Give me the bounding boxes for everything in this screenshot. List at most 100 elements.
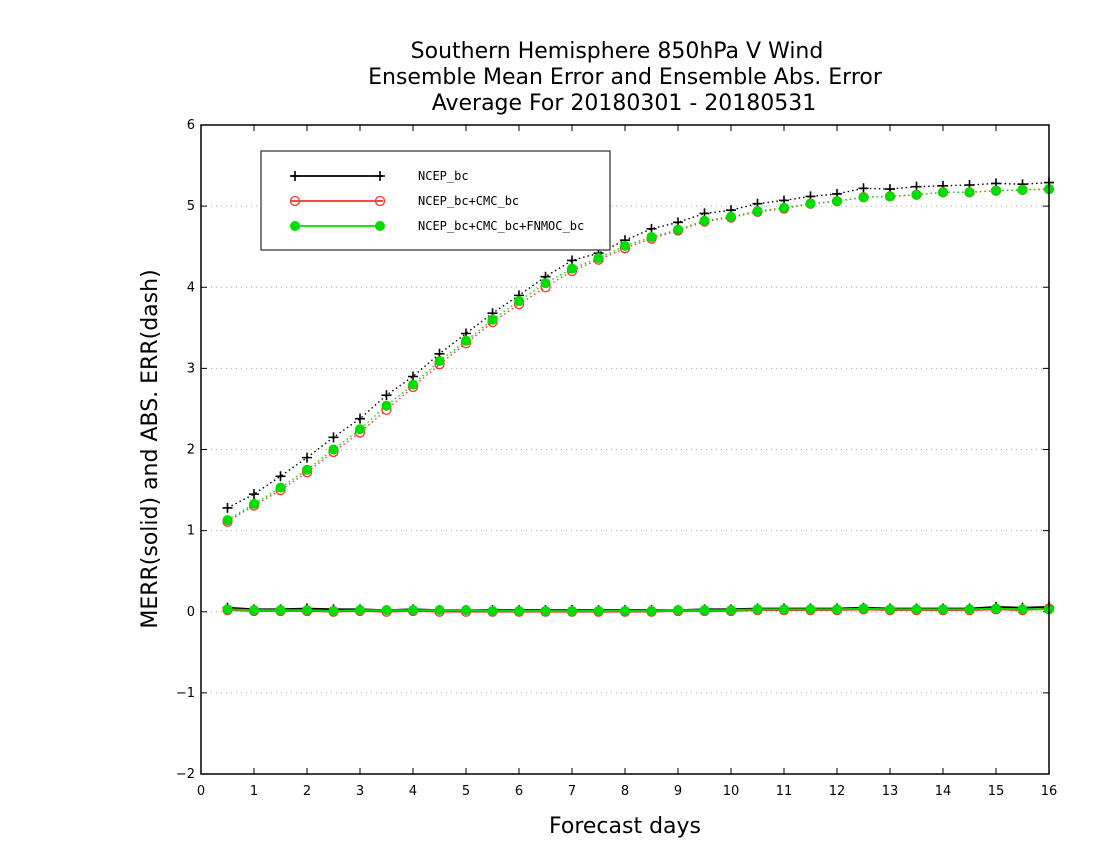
merr-point — [620, 605, 630, 616]
merr-point — [779, 604, 789, 615]
merr-point — [275, 605, 286, 616]
y-axis-title: MERR(solid) and ABS. ERR(dash) — [138, 269, 163, 628]
abs-err-point — [779, 202, 789, 213]
abs-err-point — [275, 471, 286, 482]
merr-point — [302, 605, 312, 616]
x-tick-label: 3 — [356, 784, 364, 799]
abs-err-point — [805, 198, 816, 209]
legend-label: NCEP_bc+CMC_bc+FNMOC_bc — [418, 219, 584, 233]
merr-point — [885, 604, 895, 615]
merr-point — [487, 605, 498, 616]
abs-err-point — [381, 390, 392, 401]
chart-title-line-1: Southern Hemisphere 850hPa V Wind — [411, 39, 824, 64]
abs-err-point — [408, 379, 418, 390]
chart-title-line-2: Ensemble Mean Error and Ensemble Abs. Er… — [368, 65, 883, 90]
x-tick-label: 6 — [515, 784, 523, 799]
legend-item: NCEP_bc+CMC_bc — [289, 194, 519, 208]
abs-err-point — [567, 263, 577, 274]
y-tick-label: 3 — [187, 361, 195, 376]
y-tick-label: −1 — [176, 686, 195, 701]
legend: NCEP_bc NCEP_bc+CMC_bc NCEP_bc+CMC_bc+FNMO… — [260, 150, 611, 251]
abs-err-point — [487, 314, 498, 325]
abs-err-point — [249, 498, 259, 509]
merr-point — [434, 605, 445, 616]
abs-err-line — [227, 188, 1050, 521]
x-tick-label: 8 — [621, 784, 629, 799]
merr-point — [858, 603, 869, 614]
legend-marker — [290, 221, 300, 231]
legend-marker — [290, 171, 300, 181]
abs-err-point — [434, 356, 445, 367]
abs-err-point — [1017, 184, 1028, 195]
merr-point — [805, 604, 816, 615]
abs-err-point — [752, 205, 763, 216]
y-tick-label: 2 — [187, 443, 195, 458]
y-tick-label: 6 — [187, 118, 195, 133]
x-tick-label: 4 — [409, 784, 417, 799]
x-tick-label: 1 — [250, 784, 258, 799]
merr-point — [1017, 604, 1028, 615]
grid-layer — [201, 205, 1049, 694]
abs-err-point — [858, 183, 869, 194]
abs-err-point — [381, 400, 392, 411]
series-NCEP_bc+CMC_bc+FNMOC_bc — [222, 184, 1054, 616]
abs-err-point — [726, 211, 736, 222]
x-tick-label: 5 — [462, 784, 470, 799]
merr-point — [752, 604, 763, 615]
y-tick-label: 4 — [187, 280, 195, 295]
abs-err-point — [540, 278, 551, 289]
abs-err-point — [328, 444, 339, 455]
legend-label: NCEP_bc+CMC_bc — [418, 194, 519, 208]
abs-err-point — [514, 296, 524, 307]
merr-point — [222, 604, 233, 615]
merr-point — [408, 605, 418, 616]
abs-err-point — [911, 189, 922, 200]
chart-title-line-3: Average For 20180301 - 20180531 — [432, 91, 817, 116]
abs-err-point — [885, 191, 895, 202]
legend-marker — [374, 195, 386, 207]
abs-err-point — [355, 424, 365, 435]
abs-err-point — [593, 253, 604, 264]
abs-err-point — [222, 515, 233, 526]
merr-point — [832, 604, 842, 615]
merr-point — [593, 605, 604, 616]
x-tick-label: 7 — [568, 784, 576, 799]
x-tick-label: 9 — [674, 784, 682, 799]
abs-err-point — [275, 482, 286, 493]
abs-err-point — [461, 335, 471, 346]
merr-point — [911, 604, 922, 615]
merr-point — [328, 605, 339, 616]
legend-marker — [375, 171, 385, 181]
abs-err-point — [302, 452, 312, 463]
merr-point — [699, 605, 710, 616]
y-tick-label: 5 — [187, 199, 195, 214]
abs-err-point — [302, 464, 312, 475]
x-tick-label: 13 — [882, 784, 899, 799]
legend-item: NCEP_bc — [290, 169, 469, 183]
merr-point — [381, 605, 392, 616]
abs-err-point — [832, 196, 842, 207]
y-tick-label: 0 — [187, 605, 195, 620]
legend-label: NCEP_bc — [418, 169, 469, 183]
x-tick-label: 0 — [197, 784, 205, 799]
abs-err-point — [222, 502, 233, 513]
merr-point — [540, 605, 551, 616]
abs-err-point — [938, 187, 948, 198]
abs-err-point — [328, 432, 339, 443]
abs-err-point — [673, 224, 683, 235]
merr-point — [991, 603, 1001, 614]
abs-err-point — [620, 240, 630, 251]
merr-point — [673, 605, 683, 616]
x-tick-label: 14 — [935, 784, 952, 799]
y-tick-label: 1 — [187, 524, 195, 539]
plot-frame — [200, 124, 1050, 775]
abs-err-point — [355, 413, 365, 424]
x-tick-label: 11 — [776, 784, 793, 799]
merr-point — [567, 605, 577, 616]
merr-point — [249, 605, 259, 616]
legend-item: NCEP_bc+CMC_bc+FNMOC_bc — [290, 219, 584, 233]
merr-point — [514, 605, 524, 616]
abs-err-point — [249, 489, 259, 500]
series-layer — [222, 177, 1055, 617]
x-tick-label: 15 — [988, 784, 1005, 799]
